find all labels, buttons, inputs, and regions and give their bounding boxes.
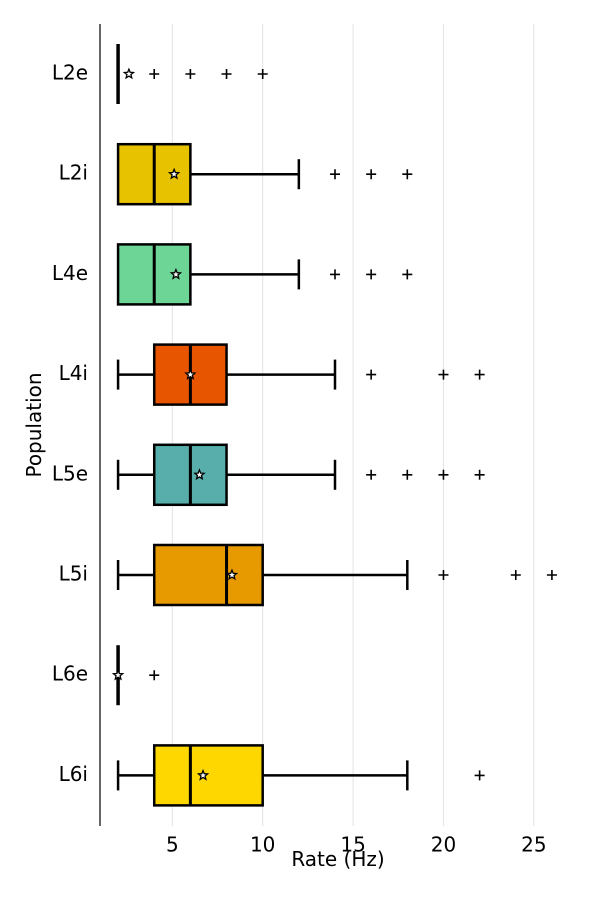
y-tick-label: L5i [59,562,88,586]
x-axis-title: Rate (Hz) [291,847,384,871]
x-tick-label: 20 [431,833,456,857]
y-tick-label: L2i [59,161,88,185]
flier-marker [474,369,485,380]
mean-marker [193,468,206,481]
flier-marker [402,169,413,180]
y-tick-label: L6i [59,762,88,786]
mean-marker [169,267,183,280]
y-tick-label: L4e [52,261,88,285]
flier-marker [257,69,268,79]
flier-marker [402,469,413,480]
mean-marker [111,668,125,681]
x-tick-label: 25 [521,833,546,857]
flier-marker [474,469,485,480]
x-tick-label: 10 [250,833,275,857]
box-l2i [116,142,413,206]
flier-marker [330,269,340,280]
y-tick-label: L2e [52,61,88,85]
y-tick-labels: L2e L2i L4e L4i L5e L5i L6e L6i [52,61,88,786]
mean-marker [167,167,181,180]
box-l2e [116,44,268,104]
y-axis-title: Population [22,372,46,477]
flier-marker [438,369,449,380]
flier-marker [402,269,413,280]
x-tick-labels: 5 10 15 20 25 [166,833,547,857]
y-tick-label: L5e [52,461,88,485]
flier-marker [330,169,340,180]
box-rect [152,744,264,807]
flier-marker [149,69,160,79]
flier-marker [185,69,196,79]
box-l5i [116,543,557,607]
flier-marker [438,469,449,480]
mean-marker [122,67,136,80]
x-tick-label: 15 [340,833,365,857]
flier-marker [366,469,377,480]
box-l6e [111,645,160,706]
mean-marker [196,768,210,781]
box-l4i [116,343,485,406]
box-l4e [116,243,413,306]
y-tick-label: L6e [52,662,88,686]
flier-marker [546,570,557,580]
flier-marker [149,670,160,681]
box-rect [152,543,264,607]
flier-marker [366,369,377,380]
box-l5e [116,443,485,507]
mean-marker [225,568,239,581]
flier-marker [474,770,485,781]
grid-lines [171,24,535,826]
box-l6i [116,744,485,807]
mean-marker [184,368,197,380]
box-series [111,44,557,807]
flier-marker [221,69,232,79]
flier-marker [510,570,521,580]
flier-marker [366,269,377,280]
y-tick-label: L4i [59,361,88,385]
x-tick-label: 5 [166,833,179,857]
flier-marker [366,169,377,180]
flier-marker [438,570,449,580]
